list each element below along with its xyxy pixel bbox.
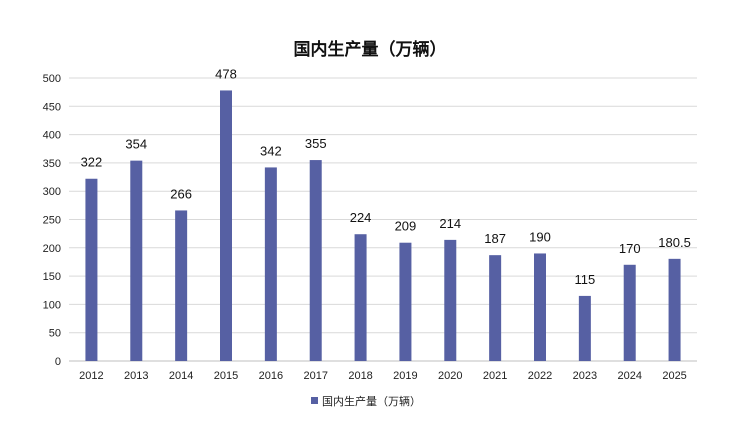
bar[interactable] (578, 295, 591, 361)
data-label: 115 (574, 272, 595, 287)
y-tick-label: 0 (55, 356, 61, 368)
data-label: 224 (350, 210, 372, 225)
x-tick-label: 2024 (617, 370, 641, 382)
x-tick-label: 2021 (483, 370, 507, 382)
bar[interactable] (623, 264, 636, 361)
x-tick-label: 2025 (662, 370, 686, 382)
x-tick-label: 2023 (573, 370, 597, 382)
data-label: 214 (439, 216, 461, 231)
bar[interactable] (309, 160, 322, 361)
legend-swatch (311, 397, 318, 404)
x-tick-label: 2020 (438, 370, 462, 382)
gridlines (69, 77, 697, 362)
y-tick-label: 450 (43, 101, 61, 113)
x-axis: 2012 2013 2014 2015 2016 2017 2018 2019 2020 2021… (79, 370, 687, 382)
bar[interactable] (264, 167, 277, 361)
bar[interactable] (444, 239, 457, 361)
y-axis: 0 50 100 150 200 250 300 350 400 450 500 (43, 73, 61, 368)
data-label: 342 (260, 143, 282, 158)
y-tick-label: 250 (43, 215, 61, 227)
y-tick-label: 150 (43, 271, 61, 283)
bar[interactable] (130, 160, 143, 361)
x-tick-label: 2018 (348, 370, 372, 382)
bar[interactable] (220, 90, 232, 362)
legend[interactable]: 国内生产量（万辆） (311, 394, 421, 408)
x-tick-label: 2019 (393, 370, 417, 382)
data-label: 170 (619, 241, 641, 256)
bar-series: 322 354 266 478 342 355 224 209 214 187 190 115 170 1… (81, 66, 691, 362)
y-tick-label: 350 (43, 158, 61, 170)
data-label: 187 (484, 231, 506, 246)
bar[interactable] (668, 258, 681, 361)
bar[interactable] (489, 255, 502, 361)
x-tick-label: 2014 (169, 370, 193, 382)
legend-label: 国内生产量（万辆） (322, 394, 421, 408)
bar[interactable] (175, 210, 188, 361)
bar[interactable] (399, 242, 412, 361)
x-tick-label: 2017 (303, 370, 327, 382)
y-tick-label: 200 (43, 243, 61, 255)
y-tick-label: 300 (43, 186, 61, 198)
x-tick-label: 2022 (528, 370, 552, 382)
x-tick-label: 2013 (124, 370, 148, 382)
x-tick-label: 2016 (259, 370, 283, 382)
data-label: 209 (395, 219, 417, 234)
bar[interactable] (85, 178, 98, 361)
y-tick-label: 50 (49, 328, 61, 340)
data-label: 180.5 (658, 235, 691, 250)
x-tick-label: 2012 (79, 370, 103, 382)
y-tick-label: 500 (43, 73, 61, 85)
bar[interactable] (534, 253, 546, 361)
data-label: 478 (215, 66, 237, 81)
data-label: 355 (305, 136, 327, 151)
data-label: 354 (125, 137, 147, 152)
y-tick-label: 100 (43, 299, 61, 311)
chart-title: 国内生产量（万辆） (294, 39, 447, 60)
bar[interactable] (354, 234, 367, 361)
y-tick-label: 400 (43, 130, 61, 142)
x-tick-label: 2015 (214, 370, 238, 382)
data-label: 190 (529, 229, 551, 244)
data-label: 266 (170, 186, 192, 201)
data-label: 322 (81, 155, 103, 170)
